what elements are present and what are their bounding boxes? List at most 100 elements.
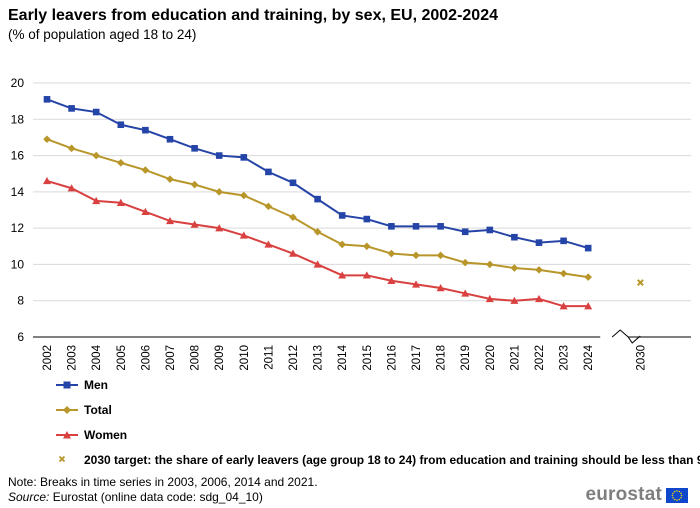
point-men-2016 (388, 223, 395, 230)
x-tick-label-2017: 2017 (411, 345, 423, 371)
legend-swatch-men (56, 381, 78, 388)
x-tick-label-2015: 2015 (362, 345, 374, 371)
point-women-2023 (559, 302, 568, 310)
target-marker-2030 (636, 279, 644, 286)
x-tick-label-2004: 2004 (91, 344, 103, 370)
point-total-2015 (363, 242, 371, 251)
point-men-2023 (560, 237, 567, 245)
eu-flag-star (678, 490, 681, 492)
point-total-2011 (264, 202, 273, 211)
point-men-2017 (412, 223, 420, 230)
point-total-2002 (43, 135, 51, 144)
point-total-2024 (584, 273, 592, 281)
point-total-2004 (92, 151, 100, 160)
point-women-2008 (190, 220, 199, 228)
point-total-2020 (486, 260, 494, 269)
point-women-2018 (436, 284, 445, 292)
point-total-2018 (436, 251, 445, 260)
eu-flag-star (676, 498, 678, 501)
point-men-2010 (240, 154, 248, 161)
source-line: Source: Eurostat (online data code: sdg_… (8, 490, 263, 504)
x-tick-label-2018: 2018 (436, 345, 448, 371)
point-total-2022 (535, 266, 543, 274)
point-total-2023 (559, 269, 568, 278)
eu-flag-background (666, 487, 688, 503)
x-tick-label-2013: 2013 (313, 345, 325, 371)
point-men-2008 (191, 145, 198, 152)
x-tick-label-2030: 2030 (635, 345, 647, 371)
eu-flag-star (676, 489, 678, 492)
x-tick-label-2002: 2002 (42, 345, 54, 371)
chart-subtitle: (% of population aged 18 to 24) (8, 27, 197, 42)
point-total-2013 (313, 227, 322, 236)
legend-item-women: Women (56, 422, 696, 447)
eu-flag-star (672, 491, 674, 494)
point-total-2021 (510, 264, 519, 272)
point-women-2009 (215, 224, 224, 232)
point-men-2005 (117, 121, 125, 129)
legend-label-women: Women (84, 427, 128, 442)
chart-legend: Men Total Women 2030 target: the share o… (56, 372, 700, 472)
x-tick-label-2006: 2006 (140, 345, 152, 371)
point-women-2003 (67, 184, 76, 192)
point-men-2024 (584, 244, 592, 252)
point-men-2021 (511, 233, 518, 241)
source-text: Eurostat (online data code: sdg_04_10) (49, 490, 263, 504)
point-total-2019 (461, 258, 469, 267)
point-total-2006 (141, 166, 150, 174)
point-men-2013 (314, 195, 321, 203)
point-women-2019 (461, 289, 470, 297)
eu-flag-stars (671, 489, 683, 501)
point-women-2014 (338, 271, 347, 279)
legend-item-total: Total (56, 397, 696, 422)
eu-flag-icon (666, 487, 688, 503)
legend-swatch-total (56, 405, 78, 414)
x-tick-label-2022: 2022 (534, 345, 546, 371)
legend-marker-target (58, 455, 66, 462)
point-women-2005 (116, 198, 125, 206)
series-line-total (46, 138, 589, 279)
point-total-2012 (289, 213, 297, 222)
eu-flag-star (672, 496, 674, 499)
point-men-2020 (486, 226, 494, 234)
x-tick-label-2024: 2024 (583, 344, 595, 370)
point-women-2022 (535, 294, 543, 303)
legend-label-total: Total (84, 402, 112, 417)
eu-flag-star (673, 498, 676, 500)
y-tick-label-14: 14 (11, 185, 25, 199)
x-tick-label-2005: 2005 (116, 345, 128, 371)
point-men-2003 (68, 105, 75, 112)
y-tick-label-18: 18 (11, 112, 25, 126)
point-women-2015 (362, 271, 371, 279)
x-tick-label-2021: 2021 (509, 345, 521, 371)
x-tick-label-2003: 2003 (67, 345, 79, 371)
point-total-2010 (240, 191, 248, 200)
point-women-2007 (166, 216, 174, 225)
legend-label-target: 2030 target: the share of early leavers … (84, 452, 700, 467)
chart-title: Early leavers from education and trainin… (8, 7, 498, 24)
point-total-2009 (215, 188, 223, 196)
y-tick-label-10: 10 (11, 257, 25, 271)
point-women-2004 (92, 196, 101, 205)
point-men-2009 (215, 152, 223, 159)
point-women-2010 (239, 231, 248, 239)
point-men-2004 (92, 108, 100, 116)
series-line-men (46, 98, 589, 250)
x-tick-label-2009: 2009 (214, 345, 226, 371)
point-women-2006 (141, 207, 150, 216)
point-women-2016 (387, 276, 396, 284)
point-total-2017 (412, 251, 420, 260)
x-tick-label-2008: 2008 (190, 345, 202, 371)
legend-marker-total (63, 405, 71, 414)
legend-label-men: Men (84, 377, 108, 392)
y-tick-label-6: 6 (17, 330, 24, 344)
x-tick-label-2010: 2010 (239, 345, 251, 371)
x-tick-label-2020: 2020 (485, 345, 497, 371)
axis-break-mark (611, 329, 641, 344)
x-tick-label-2011: 2011 (263, 345, 275, 370)
legend-item-men: Men (56, 372, 696, 397)
point-women-2012 (289, 249, 297, 257)
x-tick-label-2016: 2016 (386, 345, 398, 371)
source-label: Source: (8, 490, 50, 504)
point-women-2021 (510, 296, 519, 304)
